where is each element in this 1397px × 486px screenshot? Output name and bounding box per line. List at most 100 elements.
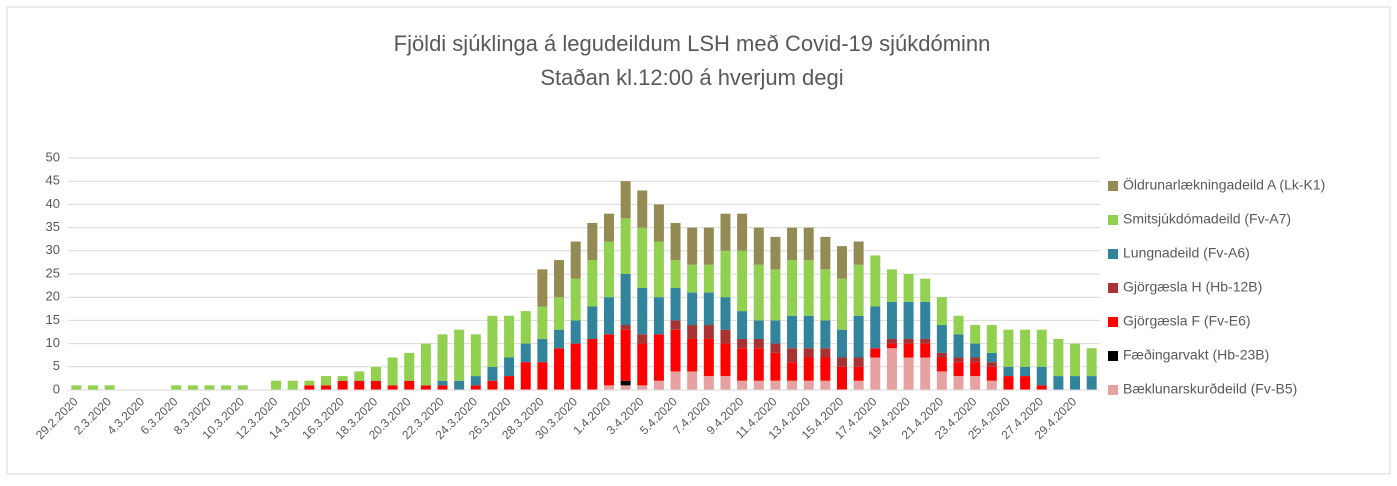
bar-segment: [287, 380, 298, 390]
bar-segment: [554, 348, 565, 390]
bar-segment: [204, 385, 215, 390]
bar-segment: [870, 255, 881, 307]
bar-segment: [470, 376, 481, 386]
bar-segment: [936, 371, 947, 390]
bar-segment: [104, 385, 115, 390]
bar-segment: [787, 380, 798, 390]
bar-segment: [886, 338, 897, 344]
bar-segment: [720, 329, 731, 344]
bar-segment: [603, 385, 614, 390]
bar-segment: [687, 371, 698, 390]
bar-segment: [370, 366, 381, 381]
y-tick-label: 40: [46, 196, 60, 211]
bar-segment: [770, 343, 781, 353]
bar-segment: [620, 274, 631, 326]
bar-segment: [637, 334, 648, 344]
y-tick-label: 5: [53, 358, 60, 373]
bar-segment: [653, 204, 664, 242]
bar-segment: [1003, 366, 1014, 377]
bar-segment: [787, 227, 798, 261]
bar-segment: [787, 362, 798, 381]
bar-segment: [737, 213, 748, 251]
bar-segment: [653, 334, 664, 381]
legend-label: Öldrunarlækningadeild A (Lk-K1): [1123, 176, 1325, 193]
bar-segment: [920, 343, 931, 358]
bar-segment: [620, 329, 631, 381]
bar-segment: [986, 362, 997, 367]
bar-segment: [470, 385, 481, 390]
bar-segment: [1036, 385, 1047, 390]
bar-segment: [520, 311, 531, 344]
bar-segment: [653, 297, 664, 335]
legend-label: Bæklunarskurðdeild (Fv-B5): [1123, 381, 1297, 397]
bar-segment: [637, 343, 648, 386]
bar-segment: [853, 241, 864, 265]
bar-segment: [803, 260, 814, 316]
bar-segment: [570, 343, 581, 390]
y-tick-label: 50: [46, 149, 60, 164]
bar-segment: [953, 315, 964, 335]
bar-segment: [853, 264, 864, 316]
bar-segment: [737, 380, 748, 390]
bar-segment: [870, 357, 881, 390]
bar-segment: [753, 338, 764, 349]
bar-segment: [554, 260, 565, 298]
bar-segment: [853, 366, 864, 381]
bar-segment: [687, 292, 698, 326]
bar-segment: [820, 269, 831, 321]
bar-segment: [687, 338, 698, 372]
bar-segment: [337, 380, 348, 390]
bar-segment: [986, 325, 997, 353]
bar-segment: [304, 380, 315, 386]
bar-segment: [1070, 376, 1081, 390]
chart-subtitle: Staðan kl.12:00 á hverjum degi: [540, 65, 843, 90]
bar-segment: [487, 380, 498, 390]
bar-segment: [903, 274, 914, 302]
y-tick-label: 10: [46, 335, 60, 350]
bar-segment: [920, 357, 931, 390]
bar-segment: [620, 181, 631, 219]
bar-segment: [354, 380, 365, 390]
bar-segment: [504, 357, 515, 377]
bar-segment: [587, 222, 598, 261]
bar-segment: [554, 329, 565, 349]
bar-segment: [936, 297, 947, 326]
bar-segment: [670, 371, 681, 390]
bar-segment: [404, 380, 415, 390]
bar-segment: [504, 376, 515, 390]
bar-segment: [1053, 376, 1064, 390]
bar-segment: [1036, 329, 1047, 367]
y-tick-label: 25: [46, 265, 60, 280]
bar-segment: [837, 246, 847, 279]
bar-segment: [853, 380, 864, 390]
bar-segment: [637, 227, 648, 288]
bar-segment: [1086, 348, 1097, 377]
bar-segment: [537, 362, 548, 390]
bar-segment: [520, 362, 531, 390]
bar-segment: [770, 352, 781, 381]
bar-segment: [720, 250, 731, 298]
bar-segment: [554, 297, 565, 330]
bar-segment: [853, 315, 864, 358]
bar-segment: [970, 376, 981, 390]
legend-label: Gjörgæsla H (Hb-12B): [1123, 279, 1262, 295]
bar-segment: [853, 357, 864, 367]
bar-segment: [820, 320, 831, 349]
bar-segment: [454, 380, 465, 390]
bar-segment: [886, 269, 897, 302]
chart-title: Fjöldi sjúklinga á legudeildum LSH með C…: [394, 31, 991, 56]
bar-segment: [770, 236, 781, 270]
bar-segment: [753, 227, 764, 265]
bar-segment: [703, 292, 714, 326]
bar-segment: [470, 334, 481, 377]
bar-segment: [687, 227, 698, 265]
bar-segment: [787, 315, 798, 349]
bar-segment: [570, 241, 581, 279]
bar-segment: [953, 357, 964, 363]
bar-segment: [737, 348, 748, 381]
bar-segment: [637, 385, 648, 390]
bar-segment: [920, 338, 931, 344]
bar-segment: [387, 357, 398, 386]
bar-segment: [337, 376, 348, 381]
bar-segment: [970, 343, 981, 358]
